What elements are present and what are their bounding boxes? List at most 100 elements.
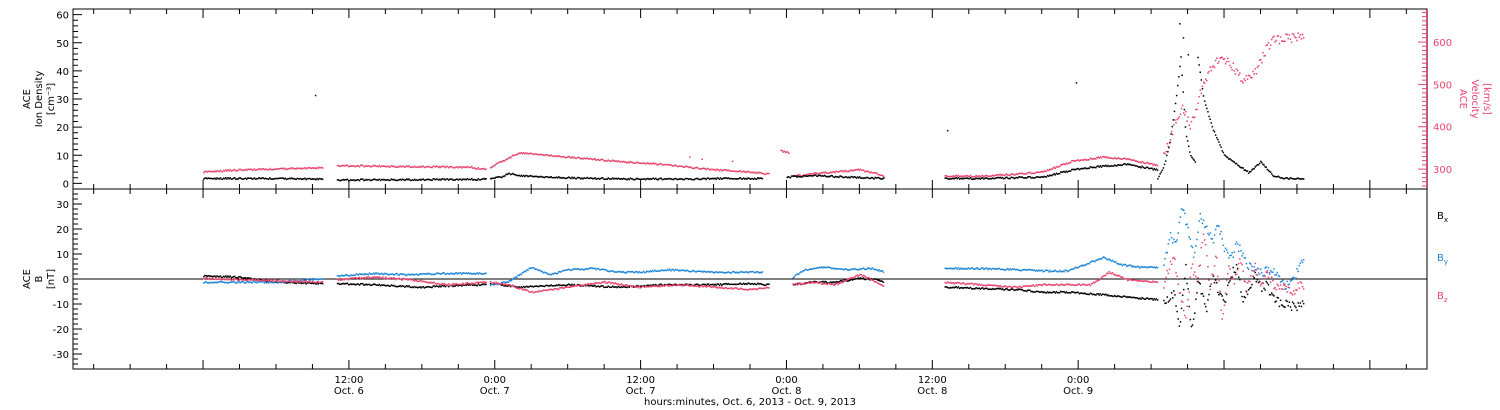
data-point (738, 170, 740, 172)
data-point (466, 282, 469, 284)
data-point (1044, 283, 1047, 285)
data-point (385, 272, 387, 275)
data-point (296, 167, 299, 169)
data-point (551, 177, 553, 179)
data-point (1091, 293, 1094, 296)
data-point (1181, 294, 1184, 296)
data-point (781, 150, 783, 152)
data-point (807, 269, 810, 271)
data-point (577, 176, 580, 179)
data-point (588, 177, 591, 180)
data-point (221, 178, 224, 180)
data-point (588, 267, 591, 269)
data-point (421, 165, 423, 168)
data-point (717, 272, 720, 274)
data-point (742, 288, 745, 291)
data-point (203, 278, 205, 280)
data-point (731, 178, 734, 180)
data-point (828, 176, 830, 178)
data-point (1145, 297, 1148, 299)
data-point (451, 178, 453, 180)
data-point (1010, 176, 1012, 178)
data-point (407, 285, 409, 288)
data-point (1000, 177, 1003, 179)
data-point (398, 165, 400, 168)
data-point (1153, 298, 1155, 300)
data-point (428, 178, 430, 180)
data-point (608, 286, 611, 288)
data-point (1151, 297, 1153, 300)
data-point (584, 157, 586, 160)
data-point (517, 274, 519, 276)
data-point (239, 276, 241, 278)
data-point (248, 168, 250, 171)
data-point (652, 283, 655, 286)
data-point (321, 167, 324, 169)
data-point (1295, 306, 1297, 309)
data-point (950, 177, 952, 180)
data-point (1020, 288, 1022, 291)
data-point (809, 172, 811, 175)
data-point (1277, 285, 1280, 287)
data-point (446, 272, 449, 275)
data-point (394, 179, 396, 181)
data-point (855, 268, 857, 271)
data-point (468, 178, 471, 181)
data-point (681, 284, 683, 287)
data-point (617, 177, 619, 179)
data-point (262, 168, 264, 170)
data-point (824, 267, 826, 269)
data-point (758, 177, 760, 180)
data-point (379, 166, 382, 168)
data-point (1238, 74, 1240, 76)
data-point (946, 267, 949, 270)
data-point (878, 269, 880, 271)
data-point (439, 165, 441, 168)
data-point (1271, 173, 1273, 175)
data-point (967, 267, 970, 269)
data-point (250, 177, 252, 179)
data-point (431, 273, 433, 276)
data-point (1140, 265, 1142, 268)
data-point (455, 166, 458, 168)
data-point (669, 164, 671, 166)
data-point (1150, 281, 1152, 283)
data-point (1023, 177, 1026, 179)
data-point (947, 267, 950, 270)
data-point (821, 172, 823, 174)
data-point (836, 171, 838, 173)
data-point (592, 178, 594, 180)
data-point (1180, 56, 1182, 58)
data-point (1133, 279, 1136, 281)
data-point (584, 177, 586, 179)
data-point (1258, 273, 1261, 275)
data-point (344, 282, 346, 285)
data-point (595, 282, 597, 284)
data-point (705, 178, 707, 181)
density-axis-label-line2: Ion Density (34, 71, 45, 128)
data-point (469, 284, 472, 286)
data-point (738, 283, 740, 285)
data-point (1269, 171, 1272, 173)
data-point (306, 178, 308, 180)
data-point (957, 281, 960, 284)
data-point (665, 178, 668, 180)
data-point (342, 164, 344, 167)
data-point (1115, 295, 1117, 298)
data-point (837, 283, 840, 286)
data-point (759, 177, 761, 179)
data-point (295, 178, 297, 181)
data-point (689, 166, 691, 168)
data-point (834, 283, 836, 286)
data-point (582, 268, 584, 271)
data-point (1058, 292, 1061, 294)
data-point (422, 178, 425, 180)
data-point (461, 285, 463, 287)
data-point (649, 284, 651, 286)
data-point (857, 168, 859, 170)
data-point (540, 153, 542, 156)
data-point (1217, 275, 1219, 278)
data-point (634, 286, 636, 288)
data-point (1066, 292, 1069, 294)
data-point (1298, 178, 1300, 180)
